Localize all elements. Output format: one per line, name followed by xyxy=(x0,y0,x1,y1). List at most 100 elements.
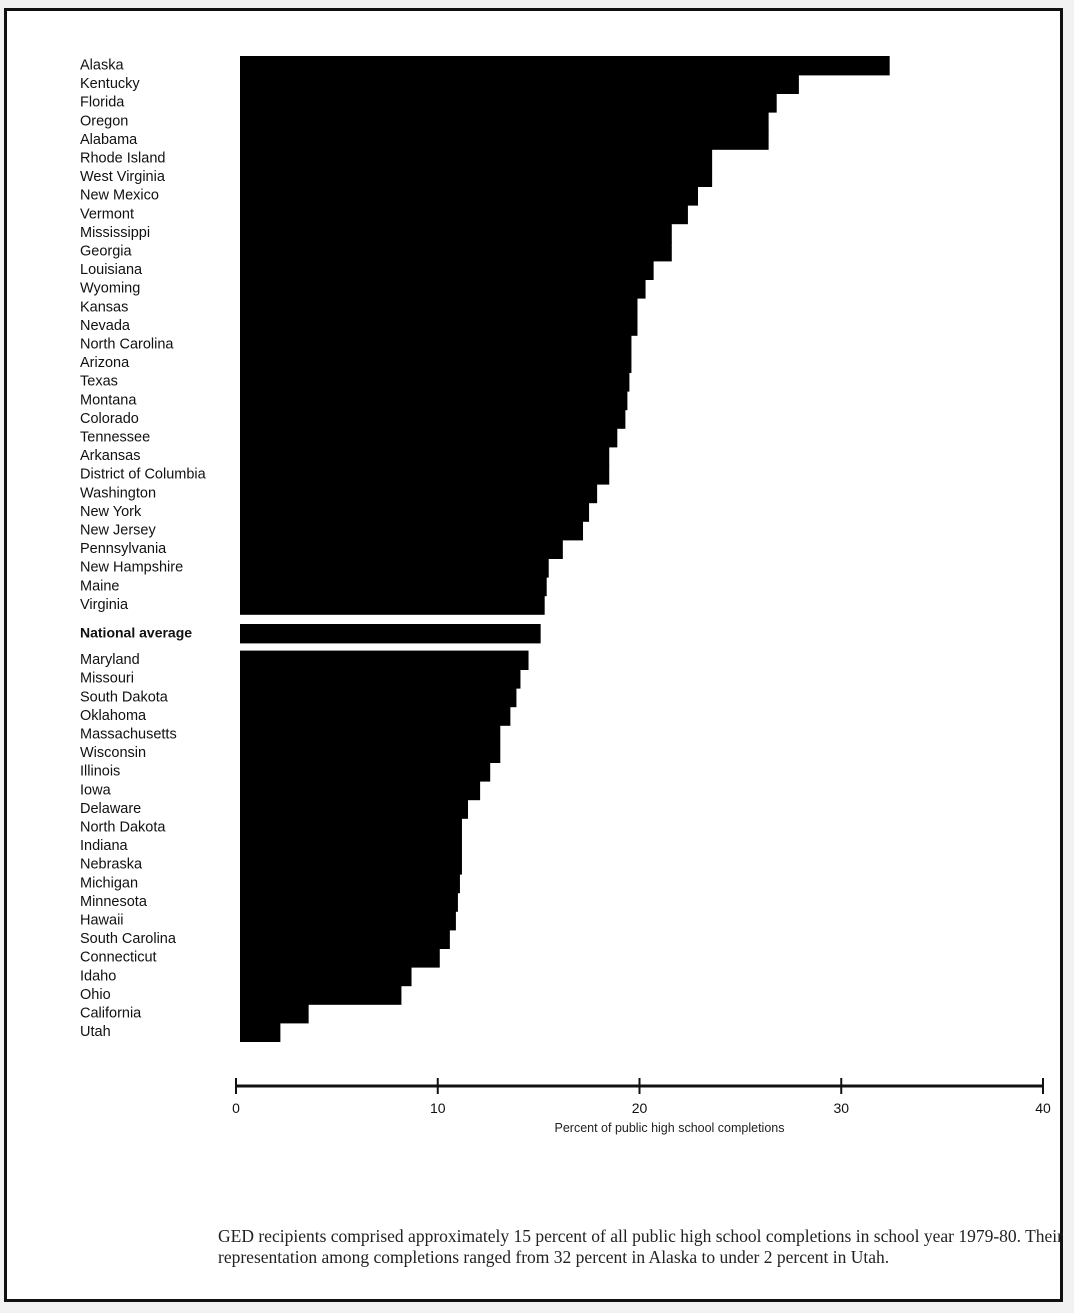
bar xyxy=(240,650,529,670)
category-label: Louisiana xyxy=(80,262,143,278)
bar-chart: Alaska Kentucky Florida Oregon Alabama Rhode … xyxy=(80,56,1051,1135)
bar xyxy=(240,725,501,745)
category-label: Maryland xyxy=(80,652,140,668)
category-label: Arizona xyxy=(80,355,130,371)
category-label: New Jersey xyxy=(80,523,156,539)
category-label: Nevada xyxy=(80,318,131,334)
category-label: Ohio xyxy=(80,987,111,1003)
category-label: Kentucky xyxy=(80,76,140,92)
category-label: New Hampshire xyxy=(80,560,183,576)
bar xyxy=(240,966,412,987)
bar xyxy=(240,873,460,894)
bar xyxy=(240,390,628,411)
bar xyxy=(240,130,769,150)
bar xyxy=(240,223,672,243)
bar xyxy=(240,576,547,597)
bar xyxy=(240,428,618,448)
bar xyxy=(240,56,890,76)
category-label: Texas xyxy=(80,374,118,390)
category-label: Iowa xyxy=(80,782,112,798)
bar xyxy=(240,818,462,838)
category-label: North Carolina xyxy=(80,337,174,353)
category-label: Wyoming xyxy=(80,281,140,297)
category-label: Maine xyxy=(80,578,120,594)
category-label: Rhode Island xyxy=(80,151,165,167)
bar xyxy=(240,483,598,504)
bar xyxy=(240,279,646,299)
bar xyxy=(240,929,450,949)
category-label: Colorado xyxy=(80,411,139,427)
x-tick-label: 30 xyxy=(833,1100,849,1116)
bar xyxy=(240,624,541,644)
category-label: Florida xyxy=(80,95,125,111)
category-label: North Dakota xyxy=(80,820,166,836)
bar xyxy=(240,1004,309,1024)
bar xyxy=(240,465,610,485)
bar xyxy=(240,799,469,819)
category-label: Mississippi xyxy=(80,225,150,241)
x-tick-label: 10 xyxy=(430,1100,446,1116)
category-label: South Dakota xyxy=(80,689,169,705)
category-label: District of Columbia xyxy=(80,467,207,483)
category-label: Vermont xyxy=(80,206,134,222)
bar xyxy=(240,762,491,782)
category-label: Washington xyxy=(80,485,156,501)
category-label: Missouri xyxy=(80,671,134,687)
category-label: Montana xyxy=(80,392,137,408)
x-tick-label: 40 xyxy=(1035,1100,1051,1116)
category-label: Oklahoma xyxy=(80,708,147,724)
category-label: Virginia xyxy=(80,597,129,613)
bar xyxy=(240,985,402,1005)
bar xyxy=(240,595,545,615)
category-label: Utah xyxy=(80,1024,111,1040)
category-label: Indiana xyxy=(80,838,129,854)
bar xyxy=(240,743,501,763)
bar xyxy=(240,167,713,187)
bar xyxy=(240,892,458,912)
x-tick-label: 20 xyxy=(632,1100,648,1116)
bar xyxy=(240,149,713,169)
bar xyxy=(240,316,638,336)
category-label: Nebraska xyxy=(80,857,143,873)
category-label: Michigan xyxy=(80,875,138,891)
category-label: Delaware xyxy=(80,801,141,817)
bar xyxy=(240,948,440,968)
category-label: Massachusetts xyxy=(80,727,177,743)
category-label: Georgia xyxy=(80,244,133,260)
bar xyxy=(240,186,699,206)
bar xyxy=(240,446,610,466)
bar xyxy=(240,111,769,132)
category-label: Alabama xyxy=(80,132,138,148)
bar xyxy=(240,780,481,801)
bar xyxy=(240,204,688,225)
category-label: Illinois xyxy=(80,764,120,780)
x-tick-label: 0 xyxy=(232,1100,240,1116)
category-label: West Virginia xyxy=(80,169,166,185)
category-label: Idaho xyxy=(80,968,116,984)
bar xyxy=(240,353,632,373)
x-axis-title: Percent of public high school completion… xyxy=(555,1121,785,1135)
category-label: Minnesota xyxy=(80,894,148,910)
bar xyxy=(240,669,521,689)
category-label: Kansas xyxy=(80,299,128,315)
category-label: Wisconsin xyxy=(80,745,146,761)
category-label: Tennessee xyxy=(80,430,150,446)
bar xyxy=(240,74,799,94)
bar xyxy=(240,409,626,429)
category-label: New York xyxy=(80,504,142,520)
bar xyxy=(240,372,630,392)
bar xyxy=(240,1022,281,1042)
category-label: National average xyxy=(80,625,192,641)
bar xyxy=(240,687,517,708)
category-label: New Mexico xyxy=(80,188,159,204)
bar xyxy=(240,836,462,856)
bar xyxy=(240,335,632,355)
category-label: Arkansas xyxy=(80,448,140,464)
bar xyxy=(240,706,511,726)
bar xyxy=(240,539,563,559)
bar xyxy=(240,242,672,262)
bar xyxy=(240,297,638,318)
category-label: California xyxy=(80,1006,142,1022)
bar xyxy=(240,558,549,578)
category-label: South Carolina xyxy=(80,931,177,947)
